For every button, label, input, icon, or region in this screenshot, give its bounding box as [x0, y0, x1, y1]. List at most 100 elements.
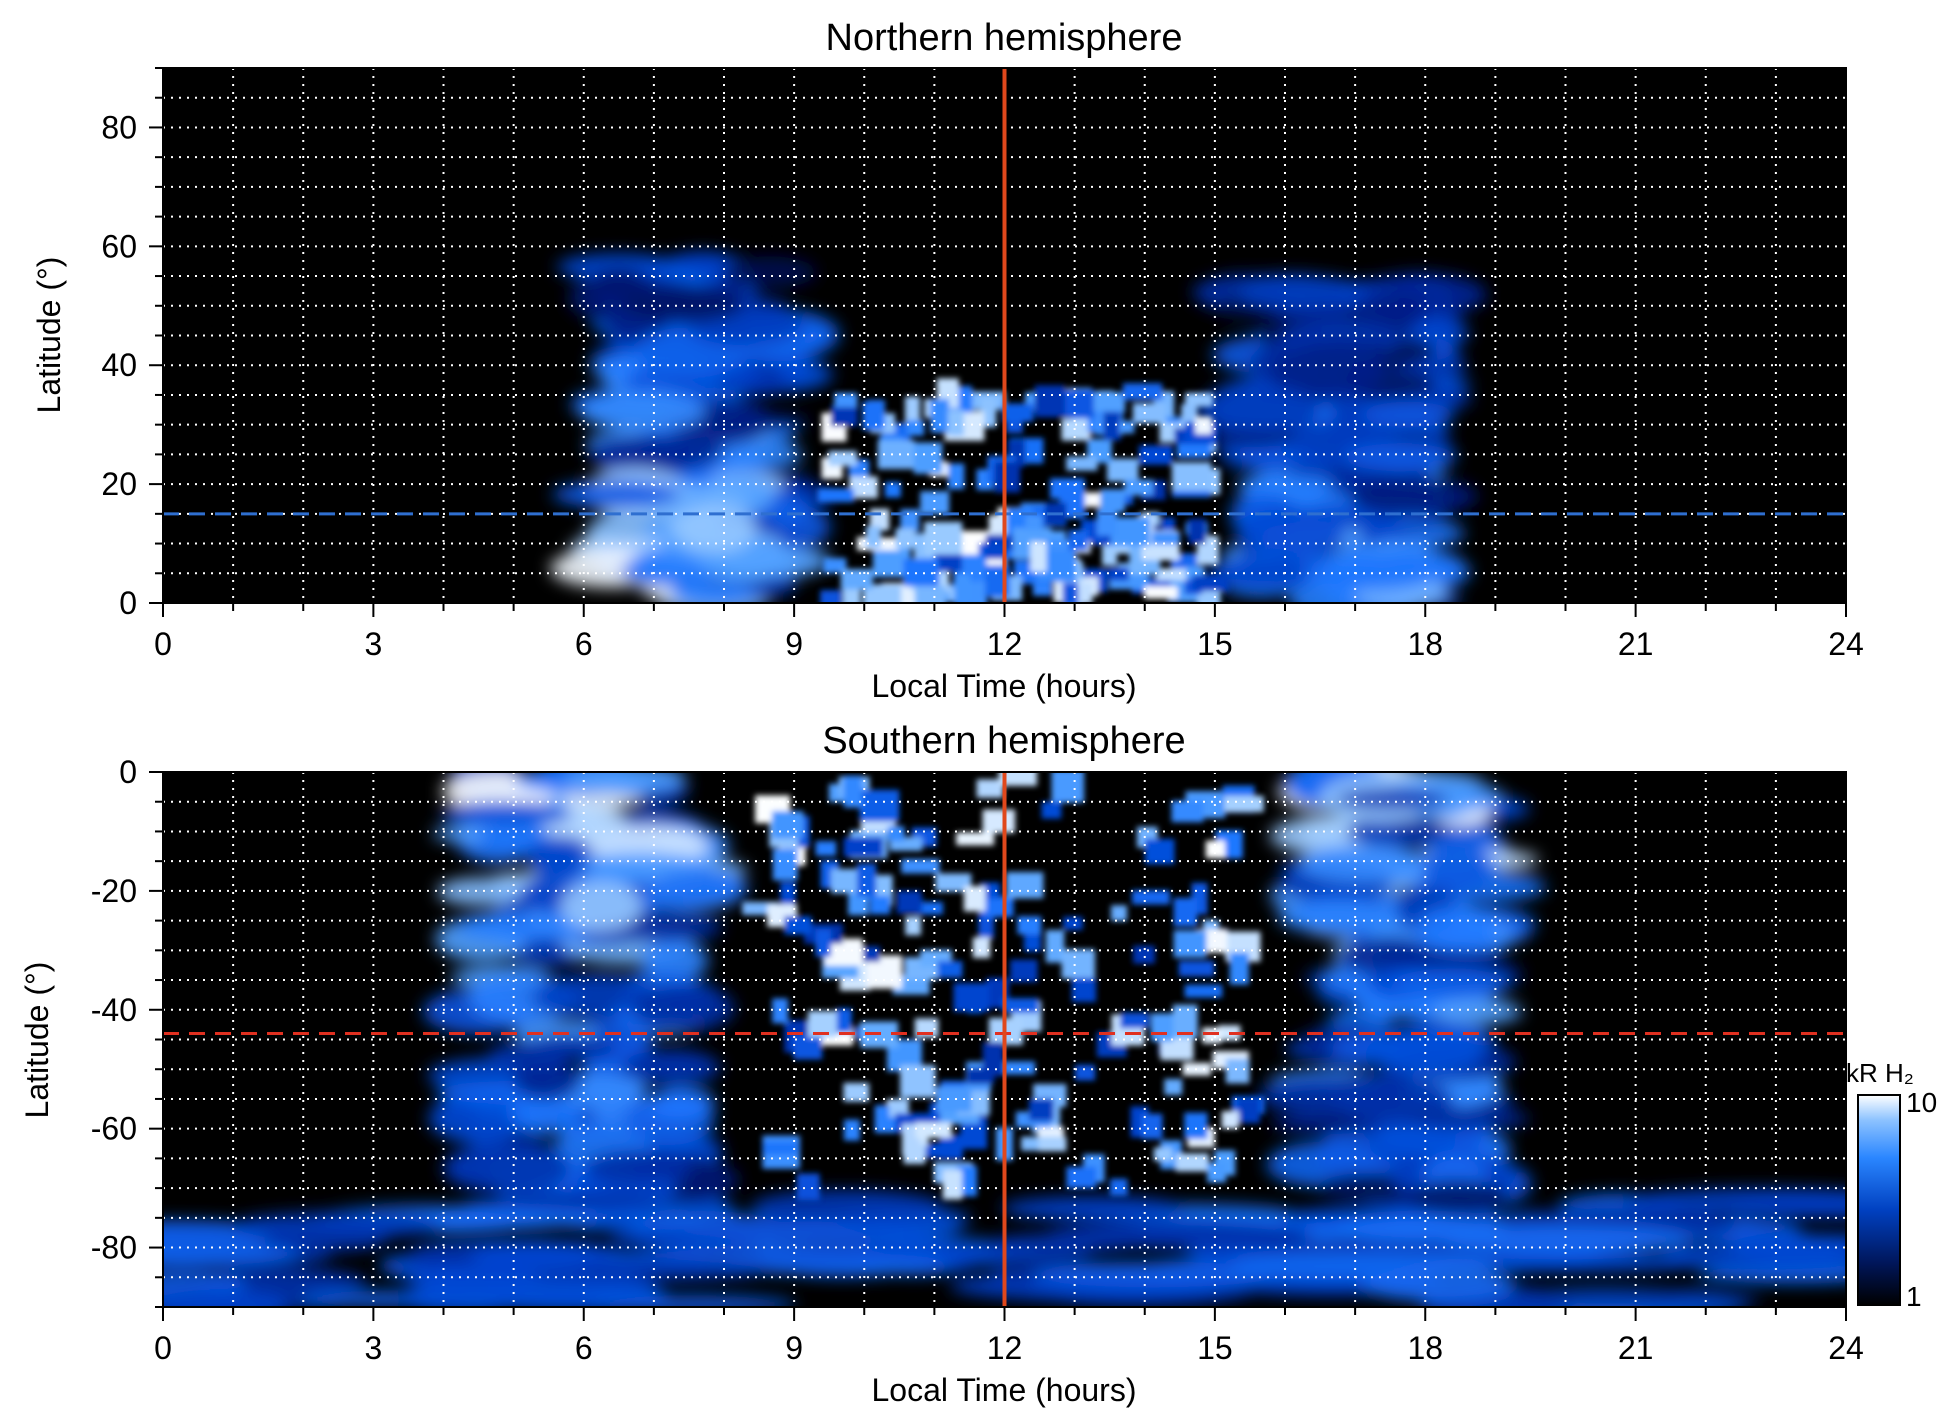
heatmap-cell	[863, 946, 881, 962]
y-tick-label: 0	[119, 585, 137, 621]
heatmap-blob	[442, 1143, 573, 1194]
heatmap-cell	[915, 1122, 952, 1138]
heatmap-cell	[1184, 984, 1223, 998]
heatmap-blob	[673, 504, 757, 554]
heatmap-cell	[982, 1042, 1004, 1077]
heatmap-cell	[793, 1035, 823, 1060]
heatmap-cell	[772, 998, 789, 1024]
heatmap-cell	[982, 809, 1016, 833]
heatmap-blob	[560, 880, 643, 932]
heatmap-blob	[681, 411, 809, 433]
heatmap-cell	[869, 895, 891, 915]
heatmap-cell	[1229, 952, 1249, 985]
heatmap-cell	[1010, 959, 1038, 983]
heatmap-cell	[1132, 403, 1167, 424]
heatmap-blob	[1045, 1220, 1313, 1249]
heatmap-cell	[902, 1124, 920, 1156]
heatmap-cell	[1131, 890, 1170, 905]
heatmap-cell	[1093, 392, 1126, 413]
heatmap-cell	[1124, 479, 1154, 496]
heatmap-cell	[1119, 420, 1135, 434]
heatmap-blob	[1346, 815, 1449, 848]
heatmap-blob	[1361, 401, 1455, 428]
heatmap-blob	[469, 1241, 604, 1270]
heatmap-blob	[1364, 1034, 1484, 1074]
heatmap-blob	[437, 877, 524, 906]
x-tick-label: 18	[1407, 1330, 1443, 1366]
heatmap-cell	[762, 1141, 798, 1155]
heatmap-cell	[815, 929, 832, 957]
heatmap-cell	[1006, 872, 1044, 899]
heatmap-cell	[900, 1065, 936, 1098]
heatmap-diffuse-layer	[550, 251, 1487, 603]
heatmap-blob	[1000, 1195, 1185, 1221]
heatmap-blob	[1457, 1253, 1712, 1273]
x-tick-label: 21	[1618, 1330, 1654, 1366]
heatmap-cell	[1051, 772, 1085, 803]
heatmap-cell	[963, 886, 986, 912]
heatmap-cell	[865, 526, 881, 548]
colorbar: kR H₂ 10 1	[1846, 1058, 1937, 1312]
colorbar-min-label: 1	[1906, 1281, 1922, 1312]
heatmap-blob	[580, 853, 708, 875]
x-tick-label: 0	[154, 626, 172, 662]
heatmap-cell	[895, 528, 915, 549]
heatmap-cell	[1185, 392, 1214, 407]
heatmap-cell	[1034, 385, 1066, 418]
heatmap-cell	[817, 488, 855, 503]
heatmap-blob	[1390, 968, 1511, 1000]
heatmap-cell	[998, 772, 1037, 786]
heatmap-cell	[1171, 462, 1212, 492]
heatmap-blob	[587, 434, 724, 472]
y-tick-label: -20	[91, 873, 137, 909]
x-tick-label: 12	[987, 1330, 1023, 1366]
y-tick-label: 20	[101, 466, 137, 502]
heatmap-cell	[1030, 541, 1047, 573]
y-tick-label: -80	[91, 1230, 137, 1266]
heatmap-blob	[584, 1150, 694, 1185]
heatmap-cell	[1103, 411, 1121, 441]
south-y-axis-label: Latitude (°)	[19, 962, 55, 1119]
heatmap-cell	[1066, 456, 1098, 471]
heatmap-cell	[1237, 1097, 1261, 1124]
heatmap-cell	[920, 491, 950, 515]
heatmap-blob	[455, 911, 595, 943]
north-y-axis-label: Latitude (°)	[31, 257, 67, 414]
heatmap-cell	[984, 543, 1008, 559]
x-tick-label: 6	[575, 626, 593, 662]
heatmap-cell	[780, 881, 796, 909]
heatmap-cell	[1171, 800, 1204, 823]
heatmap-cell	[1028, 1098, 1054, 1121]
heatmap-cell	[976, 779, 1004, 798]
heatmap-cell	[901, 858, 940, 874]
heatmap-blob	[1422, 842, 1494, 893]
heatmap-cell	[848, 476, 878, 499]
heatmap-blob	[578, 390, 706, 432]
heatmap-cell	[924, 521, 963, 555]
heatmap-cell	[980, 397, 997, 428]
heatmap-cell	[843, 775, 862, 808]
heatmap-cell	[830, 405, 858, 427]
heatmap-blob	[1622, 1187, 1846, 1216]
colorbar-max-label: 10	[1906, 1087, 1937, 1118]
heatmap-cell	[1100, 489, 1125, 513]
heatmap-blob	[1334, 1215, 1509, 1243]
heatmap-blob	[440, 801, 573, 827]
heatmap-blob	[1695, 1263, 1846, 1285]
heatmap-cell	[1192, 575, 1230, 591]
heatmap-cell	[1184, 1112, 1208, 1139]
x-tick-label: 18	[1407, 626, 1443, 662]
heatmap-cell	[972, 937, 991, 958]
heatmap-cell	[1173, 897, 1198, 927]
heatmap-cell	[1068, 529, 1088, 551]
heatmap-cell	[1110, 517, 1150, 546]
heatmap-cell	[1153, 1147, 1173, 1162]
heatmap-cell	[1110, 1178, 1128, 1196]
heatmap-cell	[1133, 945, 1155, 964]
heatmap-cell	[994, 461, 1021, 493]
heatmap-blob	[1405, 1180, 1509, 1213]
heatmap-blob	[1335, 788, 1449, 810]
heatmap-blob	[233, 1211, 442, 1239]
heatmap-cell	[904, 396, 921, 426]
heatmap-cell	[834, 392, 858, 408]
